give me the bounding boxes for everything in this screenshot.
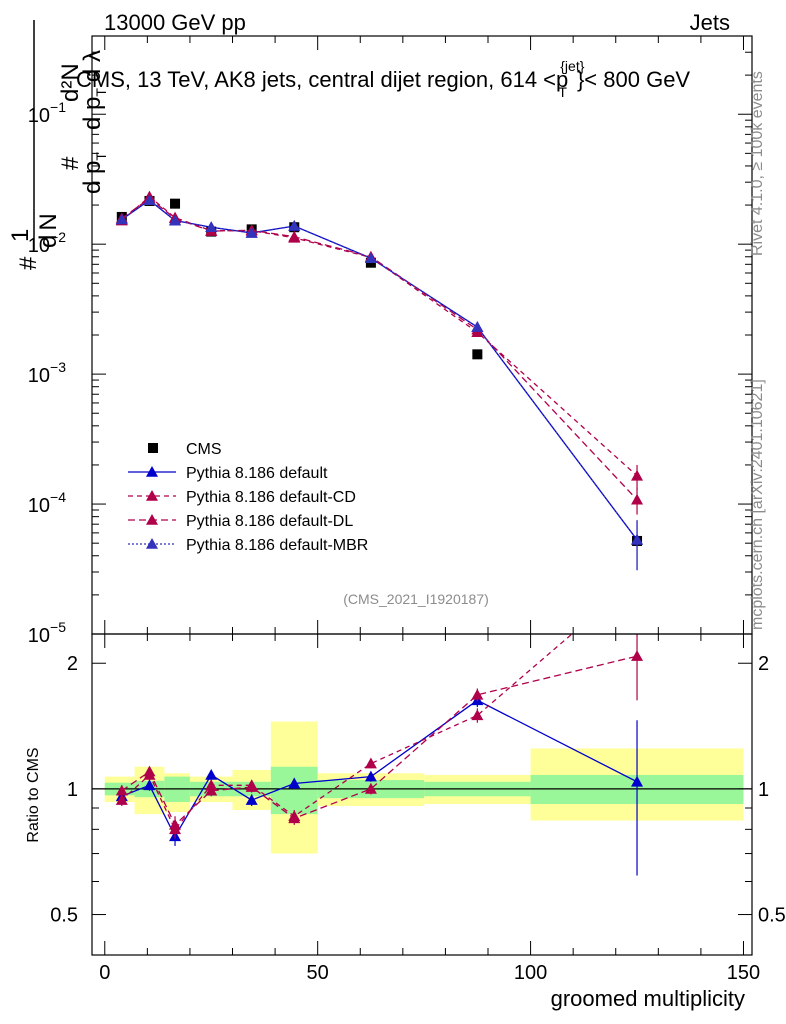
plot-title-end: }< 800 GeV [577,67,690,92]
mbr-marker [245,226,258,238]
cms-band-inner [270,766,318,815]
dl-ratio-line [121,655,638,826]
ylabel-dlambda: d λ [79,50,106,82]
cd-line [121,195,638,477]
x-tick-label: 50 [307,962,329,984]
ratio-y-axis-title: Ratio to CMS [25,747,42,842]
legend-label: Pythia 8.186 default [186,465,328,482]
legend-marker-default [146,466,158,477]
cms-data-point [170,198,181,209]
ratio-y-tick-label: 0.5 [50,905,78,927]
ratio-y-tick-label-right: 2 [758,653,769,675]
legend-marker-dl [146,514,158,525]
ratio-frame [91,633,753,956]
ylabel-one: 1 [7,229,34,242]
cd-ratio-marker [471,709,484,721]
ratio-y-tick-label: 1 [67,779,78,801]
process-label: Jets [690,10,730,35]
dl-ratio-marker [364,782,377,794]
dl-ratio-marker [115,784,128,796]
dl-marker [288,230,301,242]
main-y-tick-label: 10−4 [28,489,66,517]
default-ratio-marker [364,770,377,782]
ratio-series-clip [115,634,644,876]
mbr-marker [364,252,377,263]
dl-ratio-marker [631,650,644,661]
main-y-axis-title: # 1 dN [7,20,62,270]
cd-ratio-line [121,634,573,831]
ylabel-dp2: d p [79,97,106,130]
x-axis-title: groomed multiplicity [551,986,745,1011]
ratio-uncertainty-bands [92,721,752,854]
x-tick-label: 0 [99,962,110,984]
dl-ratio-marker [143,765,156,777]
ylabel-dp-sub: T [93,152,109,161]
cd-ratio-marker [364,757,377,769]
analysis-id: (CMS_2021_I1920187) [343,591,489,607]
mbr-marker [471,321,484,332]
mbr-marker [143,194,156,205]
default-ratio-marker [631,775,644,787]
ylabel-n: N [35,213,62,230]
dl-ratio-marker [245,781,258,792]
plot-title: CMS, 13 TeV, AK8 jets, central dijet reg… [76,58,690,100]
plot-title-pt-sup: {jet} [560,58,584,74]
plot-title-main: CMS, 13 TeV, AK8 jets, central dijet reg… [76,67,568,92]
main-y-tick-label: 10−3 [28,359,66,387]
ylabel-d: d [35,235,62,248]
ylabel-hash-2: # [57,156,84,170]
dl-ratio-marker [169,818,182,830]
default-ratio-marker [205,768,218,780]
mbr-marker [169,214,182,226]
svg-text:#: # [15,256,42,270]
legend-label: CMS [186,441,222,458]
legend-label: Pythia 8.186 default-MBR [186,537,368,554]
cms-data-point [472,349,483,360]
legend-marker-cd [146,490,158,501]
ratio-panel: 0.5 0.5 1 1 2 2 0 50 100 150 [50,633,786,984]
svg-text:d pTd λ: d pTd λ [79,50,109,130]
main-series-layer [115,190,644,571]
x-tick-label: 150 [727,962,760,984]
legend-label: Pythia 8.186 default-CD [186,489,356,506]
cd-marker [631,469,644,481]
mbr-marker [205,221,218,233]
plot-title-pt-sub: T [558,84,567,100]
rivet-label: Rivet 4.1.0, ≥ 100k events [749,71,766,256]
legend-marker-cms [148,443,158,453]
default-ratio-marker [288,777,301,789]
cd-ratio-marker [205,779,218,791]
energy-label: 13000 GeV pp [104,10,246,35]
mbr-marker [288,219,301,231]
ylabel-dp: d p [79,161,106,194]
dl-ratio-marker [288,812,301,824]
ylabel-hash-1: # [15,256,42,270]
main-panel: 10−510−410−310−210−1 [28,35,753,647]
main-y-axis-title-2: # d pT d²N d pTd λ [57,50,109,194]
dl-ratio-marker [471,688,484,700]
legend-label: Pythia 8.186 default-DL [186,513,353,530]
legend-marker-mbr [146,538,158,549]
main-y-tick-label: 10−5 [28,619,66,647]
dl-ratio-marker [205,784,218,796]
ylabel-d2n: d²N [57,63,84,102]
ratio-y-tick-label-right: 0.5 [758,905,786,927]
mcplots-label: mcplots.cern.ch [arXiv:2401.10621] [749,379,766,630]
dl-marker [631,493,644,505]
ratio-y-tick-label-right: 1 [758,779,769,801]
legend: CMS Pythia 8.186 default Pythia 8.186 defa… [128,441,368,554]
mbr-marker [631,533,644,545]
default-ratio-marker [143,779,156,791]
default-ratio-marker [245,794,258,805]
ylabel-dp2-sub: T [93,88,109,97]
cd-ratio-marker [115,794,128,805]
svg-text:d pT: d pT [79,152,109,194]
ratio-y-tick-label: 2 [67,653,78,675]
x-tick-label: 100 [514,962,547,984]
mbr-marker [115,213,128,225]
svg-text:dN: dN [35,213,62,248]
ratio-series-layer [115,634,644,876]
